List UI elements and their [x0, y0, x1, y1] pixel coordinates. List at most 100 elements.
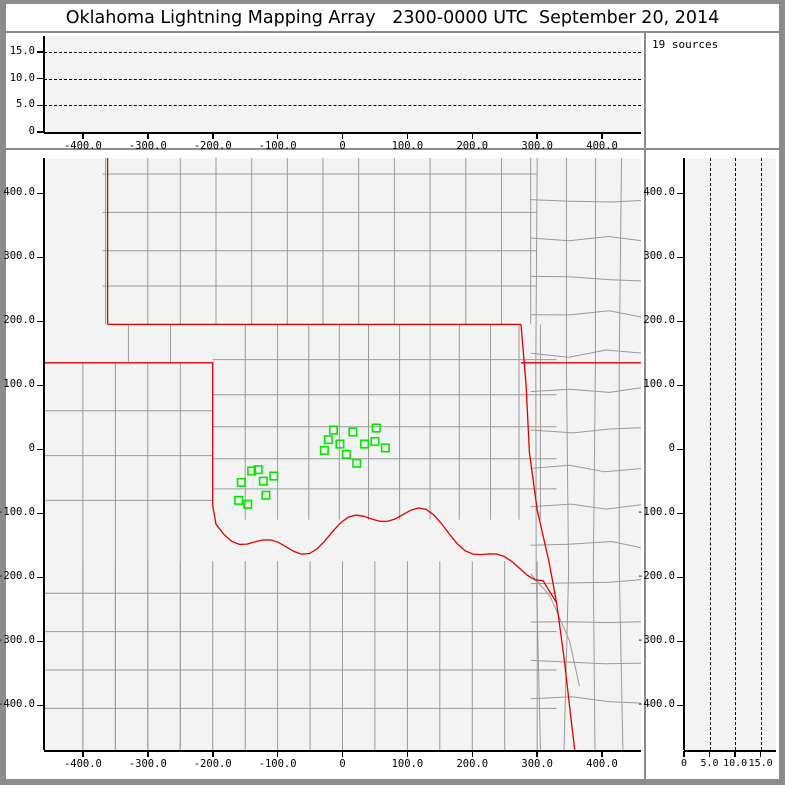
x-tick	[734, 751, 736, 757]
gridline-horizontal	[44, 105, 641, 107]
x-tick-label: 10.0	[723, 758, 748, 769]
lightning-source-marker	[258, 476, 268, 486]
x-tick	[471, 133, 474, 139]
y-tick-label: 10.0	[9, 71, 35, 84]
lightning-source-marker	[352, 458, 362, 468]
x-tick-label: -200.0	[193, 758, 232, 770]
sources-info-panel: 19 sources	[646, 33, 779, 148]
plan-view-map-panel: -400.0 -300.0 -200.0 -100.0 0 100.0 200.0 300.0…	[0, 150, 644, 779]
source-count-label: 19 sources	[652, 38, 719, 51]
gridline-vertical	[709, 158, 711, 750]
y-tick-label: 5.0	[16, 98, 35, 111]
y-axis-spine	[43, 36, 45, 132]
x-tick-label: 200.0	[456, 140, 489, 152]
y-tick-label: -200.0	[0, 570, 35, 583]
y-tick	[37, 320, 44, 322]
x-axis-spine	[684, 750, 776, 752]
y-axis-spine	[683, 158, 685, 750]
lightning-source-marker	[380, 443, 390, 453]
y-tick-label: 15.0	[9, 45, 35, 57]
lightning-source-marker	[348, 427, 358, 437]
x-tick-label: 100.0	[391, 140, 424, 152]
y-tick-label: -100.0	[637, 506, 675, 519]
lightning-source-marker	[261, 490, 271, 500]
y-tick	[37, 640, 44, 642]
x-tick-label: 300.0	[521, 140, 553, 152]
y-tick-label: 0	[668, 442, 675, 455]
x-tick	[683, 751, 685, 757]
y-tick-label: 300.0	[3, 250, 35, 263]
y-tick	[37, 104, 44, 107]
lightning-source-marker	[370, 436, 380, 447]
y-tick-label: 300.0	[643, 250, 675, 263]
y-tick	[677, 256, 684, 258]
lightning-source-marker	[359, 439, 370, 449]
gridline-horizontal	[44, 78, 641, 80]
y-tick-label: -300.0	[637, 634, 675, 647]
x-tick	[471, 751, 474, 757]
lightning-source-markers	[234, 423, 390, 509]
x-tick-label: -100.0	[258, 140, 297, 152]
x-tick	[601, 133, 603, 139]
lightning-source-marker	[236, 477, 246, 488]
x-tick	[212, 751, 214, 757]
lightning-source-marker	[269, 471, 279, 481]
y-tick-label: -400.0	[637, 698, 675, 711]
y-tick	[677, 512, 684, 514]
x-tick-label: -400.0	[63, 758, 102, 770]
x-tick	[759, 751, 762, 757]
y-tick	[37, 77, 44, 80]
y-tick-label: -100.0	[0, 506, 35, 519]
lightning-source-marker	[323, 435, 333, 445]
y-tick	[37, 256, 44, 258]
y-tick	[37, 576, 44, 578]
y-tick-label: 0	[28, 125, 35, 137]
x-tick-label: 400.0	[586, 758, 618, 770]
y-tick-label: -200.0	[637, 570, 675, 583]
x-tick-label: 400.0	[586, 140, 618, 152]
x-tick-label: 15.0	[748, 758, 773, 769]
y-tick	[37, 384, 44, 386]
gridline-vertical	[735, 158, 737, 750]
x-tick	[601, 751, 603, 757]
y-tick	[677, 576, 684, 578]
x-tick	[147, 133, 149, 139]
x-tick	[147, 751, 149, 757]
x-axis-spine	[44, 750, 641, 752]
y-tick-label: 400.0	[3, 186, 35, 199]
x-tick	[276, 751, 279, 757]
map-plot-area	[44, 158, 641, 750]
gridline-horizontal	[44, 52, 641, 53]
y-tick-label: 100.0	[3, 378, 35, 391]
y-tick	[677, 704, 684, 706]
lightning-source-marker	[319, 445, 329, 456]
y-tick	[677, 640, 684, 642]
lightning-source-marker	[371, 423, 381, 433]
x-tick-label: 200.0	[456, 758, 489, 770]
y-tick	[677, 384, 684, 386]
y-tick-label: -300.0	[0, 634, 35, 647]
x-tick-label: 5.0	[700, 758, 719, 769]
page-title: Oklahoma Lightning Mapping Array 2300-00…	[65, 7, 720, 28]
x-tick-label: -200.0	[193, 140, 232, 152]
x-tick-label: -300.0	[128, 140, 167, 152]
y-tick-label: 200.0	[643, 314, 675, 327]
y-tick	[37, 512, 44, 514]
y-tick	[37, 704, 44, 706]
y-tick-label: -400.0	[0, 698, 35, 711]
x-tick	[341, 751, 344, 757]
lightning-source-marker	[243, 499, 253, 509]
y-tick	[37, 448, 44, 450]
x-tick-label: -100.0	[258, 758, 297, 770]
lightning-source-marker	[247, 466, 257, 476]
altitude-time-plot-area	[44, 36, 641, 132]
x-tick	[341, 133, 344, 139]
y-tick	[677, 320, 684, 322]
state-boundaries	[44, 158, 641, 750]
county-boundaries	[44, 158, 641, 750]
y-tick	[37, 131, 44, 133]
lightning-source-marker	[328, 425, 339, 435]
title-bar: Oklahoma Lightning Mapping Array 2300-00…	[6, 4, 779, 31]
x-tick	[406, 751, 409, 757]
